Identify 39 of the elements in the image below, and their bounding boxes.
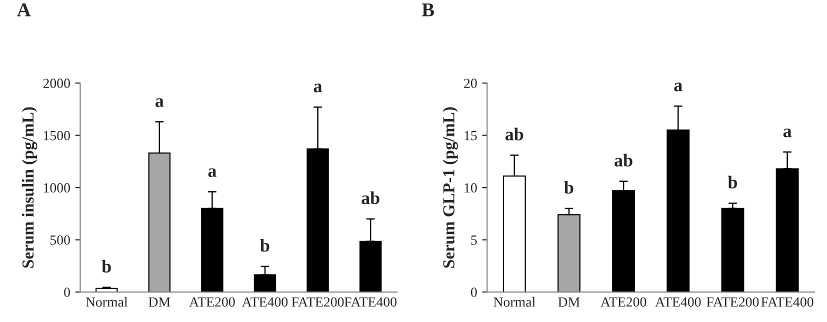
y-axis-title: Serum insulin (pg/mL) [22, 107, 38, 268]
y-tick-label: 0 [64, 288, 70, 298]
y-axis-title: Serum GLP-1 (pg/mL) [442, 107, 458, 268]
bar [721, 208, 744, 292]
x-tick-label: Normal [86, 296, 128, 307]
x-tick-label: DM [558, 297, 580, 307]
annotation: a [674, 82, 682, 92]
y-tick-label: 10 [464, 183, 477, 193]
annotation: ab [362, 191, 380, 204]
x-tick-label: ATE200 [189, 297, 235, 307]
y-tick-label: 20 [464, 78, 477, 88]
annotation: b [260, 238, 270, 252]
x-tick-label: ATE400 [242, 297, 288, 307]
y-tick-label: 1500 [44, 130, 70, 140]
x-tick-label: ATE400 [655, 297, 701, 307]
x-tick-label: ATE200 [600, 297, 646, 307]
x-tick-label: FATE200 [706, 297, 759, 307]
annotation: b [102, 260, 111, 273]
x-tick-label: FATE400 [344, 297, 397, 307]
annotation: a [783, 128, 792, 138]
y-tick-label: 5 [471, 236, 477, 245]
annotation: ab [505, 128, 524, 140]
x-tick-label: FATE200 [292, 297, 344, 307]
annotation: b [728, 176, 738, 188]
annotation: a [155, 98, 164, 107]
x-tick-label: DM [148, 297, 170, 307]
x-tick-label: FATE400 [761, 297, 814, 307]
chart-title: A [17, 3, 31, 16]
y-tick-label: 1000 [44, 183, 70, 193]
y-tick-label: 2000 [43, 78, 70, 88]
annotation: a [314, 84, 322, 92]
y-tick-label: 0 [470, 288, 477, 298]
y-tick-label: 15 [464, 130, 477, 140]
chart-title: B [422, 3, 434, 16]
annotation: b [564, 180, 574, 194]
y-tick-label: 500 [50, 235, 70, 245]
x-tick-label: Normal [494, 296, 536, 307]
annotation: ab [614, 154, 632, 167]
annotation: a [208, 168, 216, 177]
